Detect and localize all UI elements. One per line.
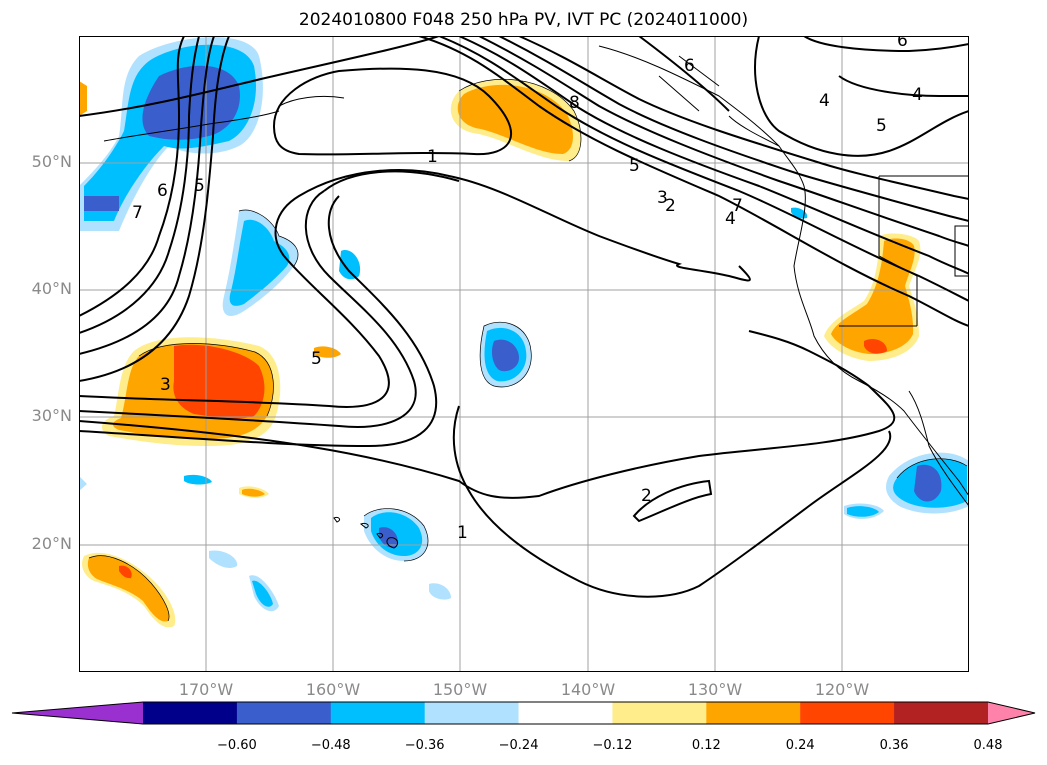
colorbar-tick-label: 0.24 (785, 738, 815, 753)
lon-label-160w: 160°W (305, 680, 361, 699)
lat-label-20n: 20°N (31, 534, 72, 553)
colorbar-cell (612, 702, 707, 724)
colorbar-tick-label: −0.12 (592, 738, 633, 753)
contour-label: 4 (912, 85, 923, 105)
contour-label: 8 (569, 93, 580, 113)
colorbar-extend-low (12, 702, 143, 724)
contour-label: 5 (311, 349, 322, 369)
colorbar-tick-label: −0.48 (310, 738, 351, 753)
colorbar-tick-label: −0.36 (404, 738, 445, 753)
coastlines (103, 45, 969, 507)
contour-label: 5 (876, 116, 887, 136)
contour-label: 3 (160, 375, 171, 395)
colorbar-tick-label: −0.60 (216, 738, 257, 753)
contour-label: 2 (665, 196, 676, 216)
lat-label-50n: 50°N (31, 152, 72, 171)
contour-labels: 1 1 2 2 3 3 4 4 4 5 5 5 5 6 6 6 7 7 8 (132, 36, 923, 543)
lat-label-40n: 40°N (31, 279, 72, 298)
colorbar-tick-label: 0.48 (973, 738, 1003, 753)
colorbar-cell (518, 702, 613, 724)
colorbar-cell (894, 702, 989, 724)
contour-label: 3 (657, 188, 668, 208)
contour-label: 6 (684, 56, 695, 76)
contour-label: 7 (732, 196, 743, 216)
contour-label: 2 (641, 486, 652, 506)
contour-label: 1 (457, 523, 468, 543)
colorbar-cell (424, 702, 520, 724)
colorbar-cell (706, 702, 801, 724)
map-border (79, 36, 969, 672)
colorbar-tick-label: 0.36 (879, 738, 909, 753)
contour-label: 7 (132, 203, 143, 223)
contour-label: 5 (629, 156, 640, 176)
hawaii-islands (333, 517, 399, 549)
contour-label: 1 (427, 147, 438, 167)
colorbar (11, 701, 1036, 725)
colorbar-cell (330, 702, 426, 724)
lon-label-130w: 130°W (687, 680, 743, 699)
colorbar-tick-label: 0.12 (691, 738, 721, 753)
colorbar-cell (236, 702, 332, 724)
lon-label-140w: 140°W (560, 680, 616, 699)
lon-label-120w: 120°W (814, 680, 870, 699)
colorbar-cell (800, 702, 895, 724)
contour-label: 4 (725, 209, 736, 229)
contour-label: 6 (157, 181, 168, 201)
lat-label-30n: 30°N (31, 406, 72, 425)
map-canvas: 1 1 2 2 3 3 4 4 4 5 5 5 5 6 6 6 7 7 8 (79, 36, 969, 672)
lon-label-150w: 150°W (432, 680, 488, 699)
colorbar-cell (143, 702, 238, 724)
colorbar-tick-label: −0.24 (498, 738, 539, 753)
contour-label: 6 (897, 36, 908, 51)
lon-label-170w: 170°W (178, 680, 234, 699)
ivt-contours (79, 36, 969, 598)
shading-outlines (88, 79, 968, 622)
map-title: 2024010800 F048 250 hPa PV, IVT PC (2024… (298, 10, 749, 30)
map-panel[interactable]: 1 1 2 2 3 3 4 4 4 5 5 5 5 6 6 6 7 7 8 (79, 36, 969, 672)
colorbar-extend-high (988, 702, 1035, 724)
contour-label: 4 (819, 91, 830, 111)
contour-label: 5 (194, 176, 205, 196)
